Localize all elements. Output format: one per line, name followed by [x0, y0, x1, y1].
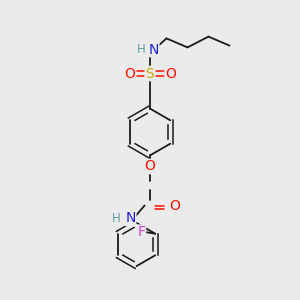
Text: F: F — [137, 225, 146, 239]
Text: O: O — [165, 67, 176, 80]
Text: O: O — [145, 160, 155, 173]
Text: H: H — [136, 43, 146, 56]
Text: N: N — [125, 212, 136, 225]
Text: H: H — [111, 212, 120, 225]
Text: O: O — [124, 67, 135, 80]
Text: S: S — [146, 67, 154, 80]
Text: O: O — [169, 199, 180, 212]
Text: N: N — [148, 43, 159, 56]
